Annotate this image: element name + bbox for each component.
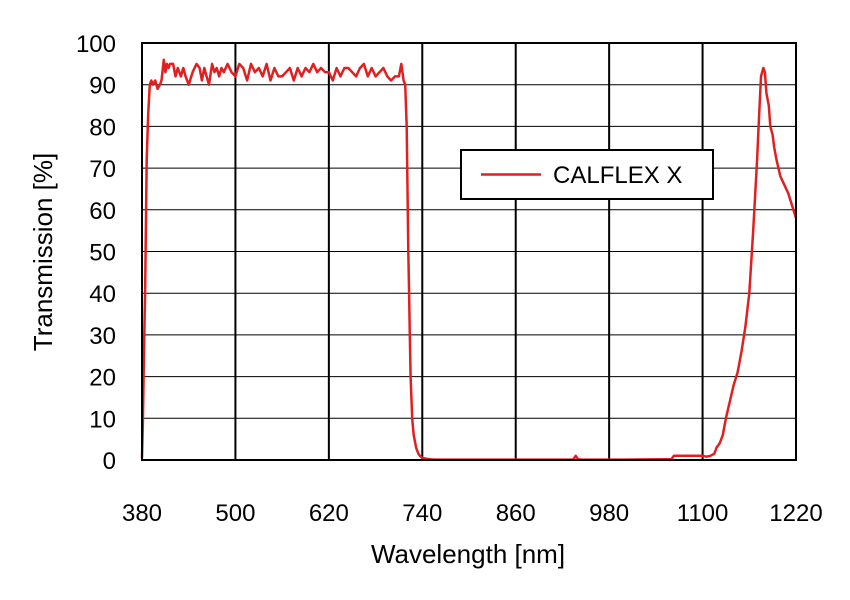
x-axis-title: Wavelength [nm]	[371, 539, 565, 569]
y-tick-label: 70	[89, 156, 116, 183]
x-tick-label: 620	[309, 500, 349, 527]
y-tick-labels: 0 10 20 30 40 50 60 70 80 90 100	[76, 31, 116, 475]
x-tick-label: 500	[215, 500, 255, 527]
x-tick-label: 980	[589, 500, 629, 527]
y-tick-label: 10	[89, 406, 116, 433]
x-tick-labels: 380 500 620 740 860 980 1100 1220	[122, 500, 823, 527]
x-tick-label: 860	[496, 500, 536, 527]
y-tick-label: 60	[89, 198, 116, 225]
plot-border	[141, 42, 797, 461]
y-axis-title: Transmission [%]	[28, 153, 58, 351]
y-tick-label: 50	[89, 240, 116, 267]
legend-label: CALFLEX X	[553, 162, 682, 189]
x-tick-label: 740	[402, 500, 442, 527]
y-tick-label: 90	[89, 73, 116, 100]
series-line-calflex-x	[140, 58, 798, 461]
y-tick-label: 20	[89, 365, 116, 392]
y-tick-label: 30	[89, 323, 116, 350]
grid-lines	[142, 43, 796, 460]
y-tick-label: 80	[89, 114, 116, 141]
y-tick-label: 40	[89, 281, 116, 308]
y-tick-label: 0	[103, 448, 116, 475]
x-tick-label: 1220	[769, 500, 822, 527]
x-tick-label: 380	[122, 500, 162, 527]
y-tick-label: 100	[76, 31, 116, 58]
plot-frame	[141, 42, 797, 461]
legend: CALFLEX X	[460, 149, 714, 200]
x-tick-label: 1100	[677, 500, 729, 527]
series-lines	[140, 58, 798, 461]
